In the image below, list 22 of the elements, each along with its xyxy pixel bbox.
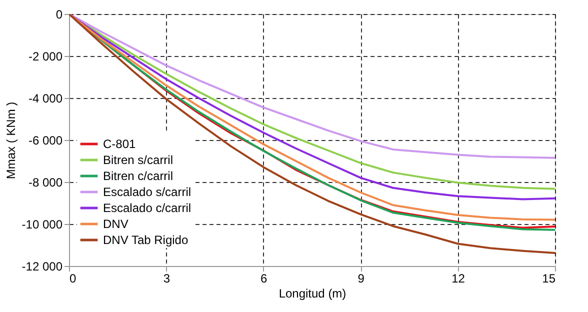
y-tick-label: -12 000 bbox=[22, 260, 63, 274]
y-tick-label: 0 bbox=[56, 8, 63, 22]
x-tick-label: 12 bbox=[452, 272, 466, 286]
x-tick-label: 9 bbox=[358, 272, 365, 286]
legend-label: Escalado c/carril bbox=[103, 201, 192, 215]
legend-label: Escalado s/carril bbox=[103, 185, 192, 199]
y-tick-label: -4 000 bbox=[28, 92, 63, 106]
y-tick-label: -2 000 bbox=[28, 50, 63, 64]
x-tick-label: 3 bbox=[163, 272, 170, 286]
legend-label: DNV bbox=[103, 217, 128, 231]
legend-label: DNV Tab Rigido bbox=[103, 233, 188, 247]
y-tick-label: -8 000 bbox=[28, 176, 63, 190]
y-tick-label: -10 000 bbox=[22, 218, 63, 232]
y-axis-title: Mmax ( KNm ) bbox=[4, 102, 18, 180]
x-tick-label: 0 bbox=[70, 272, 76, 286]
x-tick-label: 15 bbox=[542, 272, 556, 286]
legend-label: Bitren c/carril bbox=[103, 169, 174, 183]
legend-label: C-801 bbox=[103, 137, 136, 151]
x-tick-label: 6 bbox=[260, 272, 268, 286]
x-axis-title: Longitud (m) bbox=[278, 286, 346, 300]
legend-label: Bitren s/carril bbox=[103, 153, 174, 167]
y-tick-label: -6 000 bbox=[28, 134, 63, 148]
